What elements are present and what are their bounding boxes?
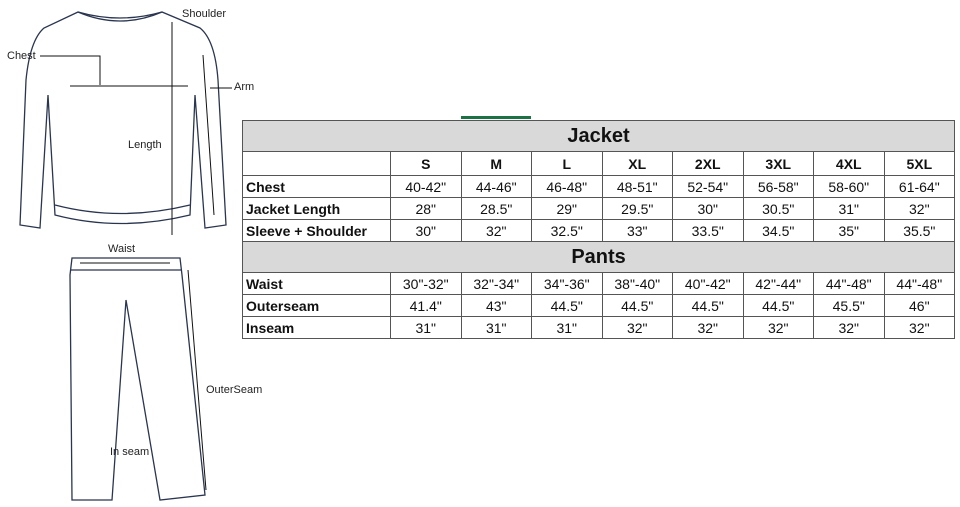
size-header: 2XL (672, 151, 744, 176)
table-cell: 28" (390, 197, 462, 220)
table-cell: 34"-36" (531, 272, 603, 295)
table-cell: 46" (883, 294, 956, 317)
table-cell: 30"-32" (390, 272, 462, 295)
label-inseam: In seam (110, 446, 150, 458)
table-cell: 42"-44" (742, 272, 814, 295)
jacket-title: Jacket (241, 120, 956, 152)
table-cell: 33" (601, 219, 673, 242)
table-cell: 31" (390, 316, 462, 339)
table-cell: 52-54" (672, 175, 744, 198)
table-cell: 56-58" (742, 175, 814, 198)
table-cell: 58-60" (813, 175, 885, 198)
pants-title-row: Pants (241, 241, 956, 273)
table-cell: 41.4" (390, 294, 462, 317)
table-cell: 32" (601, 316, 673, 339)
table-cell: 32.5" (531, 219, 603, 242)
table-cell: 33.5" (672, 219, 744, 242)
pants-outline (69, 257, 206, 501)
shirt-outline (19, 11, 227, 229)
table-cell: 44"-48" (813, 272, 885, 295)
table-cell: 30" (390, 219, 462, 242)
table-cell: 44.5" (601, 294, 673, 317)
label-chest: Chest (7, 50, 36, 62)
table-cell: 29.5" (601, 197, 673, 220)
table-cell: 44"-48" (883, 272, 956, 295)
table-cell: 31" (813, 197, 885, 220)
row-label: Sleeve + Shoulder (242, 219, 391, 242)
corner-cell (242, 151, 391, 176)
row-label: Inseam (242, 316, 391, 339)
table-row: Waist 30"-32" 32"-34" 34"-36" 38"-40" 40"-42"… (242, 272, 956, 295)
table-cell: 46-48" (531, 175, 603, 198)
row-label: Chest (242, 175, 391, 198)
table-cell: 40"-42" (672, 272, 744, 295)
table-row: Inseam 31" 31" 31" 32" 32" 32" 32" 32" (242, 316, 956, 339)
table-cell: 43" (460, 294, 532, 317)
label-waist: Waist (108, 243, 136, 255)
table-cell: 48-51" (601, 175, 673, 198)
table-cell: 30.5" (742, 197, 814, 220)
table-cell: 44-46" (460, 175, 532, 198)
table-cell: 32" (672, 316, 744, 339)
table-cell: 32" (742, 316, 814, 339)
table-row: Chest 40-42" 44-46" 46-48" 48-51" 52-54" 56-58… (242, 175, 956, 198)
table-cell: 28.5" (460, 197, 532, 220)
table-cell: 31" (460, 316, 532, 339)
table-cell: 32" (460, 219, 532, 242)
table-cell: 29" (531, 197, 603, 220)
label-outerseam: OuterSeam (206, 384, 263, 396)
selected-cell-indicator (461, 116, 531, 119)
table-row: Jacket Length 28" 28.5" 29" 29.5" 30" 30.5" 31"… (242, 197, 956, 220)
table-cell: 30" (672, 197, 744, 220)
size-header: 5XL (883, 151, 956, 176)
table-cell: 32" (813, 316, 885, 339)
size-chart-table: Jacket S M L XL 2XL 3XL 4XL 5XL Chest 40-42" 44-46"… (241, 120, 956, 339)
table-cell: 34.5" (742, 219, 814, 242)
table-cell: 35.5" (883, 219, 956, 242)
table-cell: 35" (813, 219, 885, 242)
size-header-row: S M L XL 2XL 3XL 4XL 5XL (242, 151, 956, 176)
row-label: Jacket Length (242, 197, 391, 220)
size-header: S (390, 151, 462, 176)
label-length: Length (128, 139, 162, 151)
table-cell: 44.5" (742, 294, 814, 317)
garment-illustration (19, 11, 232, 501)
table-cell: 32"-34" (460, 272, 532, 295)
table-row: Outerseam 41.4" 43" 44.5" 44.5" 44.5" 44.5" 45.… (242, 294, 956, 317)
table-cell: 38"-40" (601, 272, 673, 295)
table-cell: 44.5" (672, 294, 744, 317)
table-cell: 61-64" (883, 175, 956, 198)
row-label: Outerseam (242, 294, 391, 317)
table-cell: 32" (883, 316, 956, 339)
sheet-top-edge (242, 116, 954, 120)
label-arm: Arm (234, 81, 255, 93)
table-cell: 40-42" (390, 175, 462, 198)
size-header: XL (601, 151, 673, 176)
jacket-title-row: Jacket (241, 120, 956, 152)
size-header: L (531, 151, 603, 176)
table-row: Sleeve + Shoulder 30" 32" 32.5" 33" 33.5" 34.5… (242, 219, 956, 242)
table-cell: 32" (883, 197, 956, 220)
table-cell: 44.5" (531, 294, 603, 317)
row-label: Waist (242, 272, 391, 295)
table-cell: 31" (531, 316, 603, 339)
size-header: 4XL (813, 151, 885, 176)
pants-title: Pants (241, 241, 956, 273)
table-cell: 45.5" (813, 294, 885, 317)
size-header: 3XL (742, 151, 814, 176)
size-header: M (460, 151, 532, 176)
label-shoulder: Shoulder (182, 8, 227, 20)
